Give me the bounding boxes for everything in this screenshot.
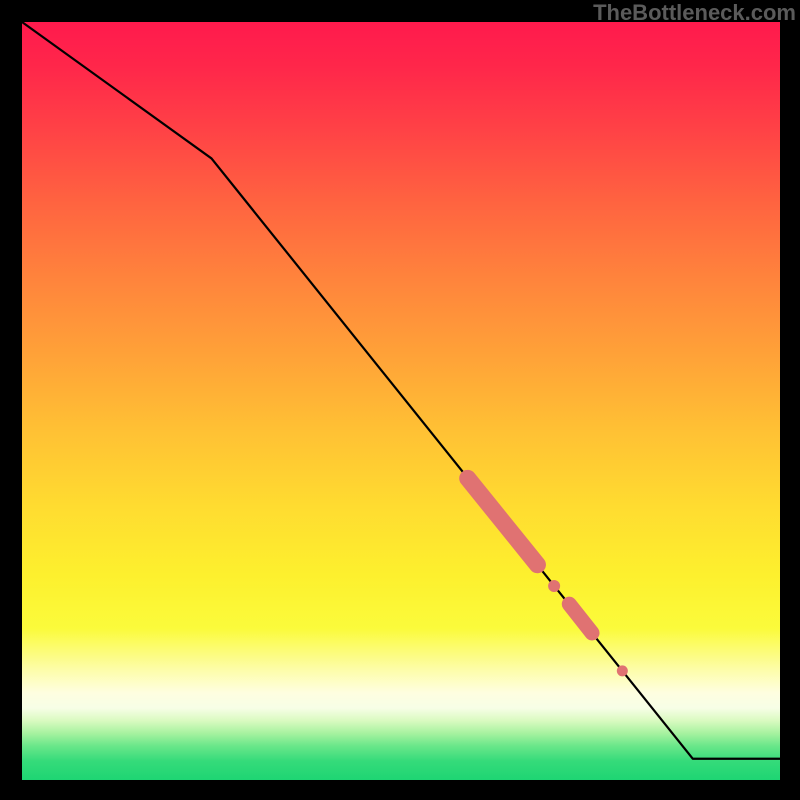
chart-container: TheBottleneck.com — [0, 0, 800, 800]
plot-area — [22, 22, 780, 780]
bottleneck-curve — [22, 22, 780, 759]
chart-svg — [22, 22, 780, 780]
marker-dot — [548, 580, 560, 592]
watermark-text: TheBottleneck.com — [593, 0, 796, 26]
marker-dot — [617, 665, 628, 676]
marker-segment — [468, 478, 538, 564]
marker-segment — [569, 604, 592, 633]
